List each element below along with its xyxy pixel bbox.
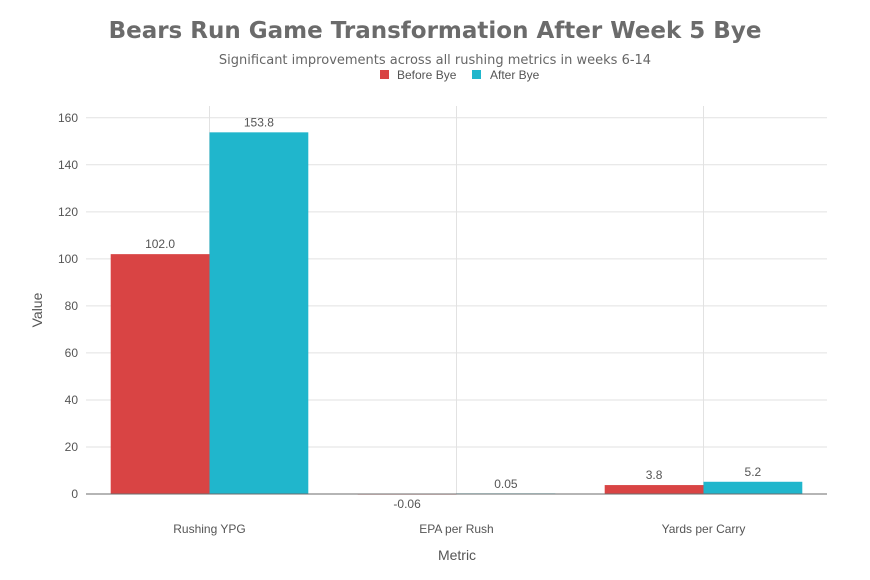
legend-swatch-after-bye	[472, 70, 481, 79]
legend-swatch-before-bye	[380, 70, 389, 79]
bar-before-bye-yards-per-carry	[604, 485, 704, 494]
data-label-after-bye-yards-per-carry: 5.2	[745, 465, 762, 479]
y-tick-label: 0	[71, 487, 78, 501]
data-label-before-bye-epa-per-rush: -0.06	[393, 497, 421, 511]
data-label-after-bye-epa-per-rush: 0.05	[494, 477, 518, 491]
y-tick-label: 40	[65, 393, 79, 407]
y-axis-title: Value	[29, 292, 45, 327]
x-tick-label-epa-per-rush: EPA per Rush	[419, 522, 493, 536]
data-label-before-bye-yards-per-carry: 3.8	[646, 468, 663, 482]
bars	[86, 132, 827, 495]
y-tick-label: 80	[65, 299, 79, 313]
data-label-before-bye-rushing-ypg: 102.0	[145, 237, 175, 251]
x-tick-label-rushing-ypg: Rushing YPG	[173, 522, 246, 536]
y-tick-label: 100	[58, 252, 78, 266]
legend-label-before-bye: Before Bye	[397, 68, 457, 82]
y-tick-label: 140	[58, 158, 78, 172]
chart-title: Bears Run Game Transformation After Week…	[109, 18, 762, 44]
bar-after-bye-yards-per-carry	[703, 481, 803, 494]
x-tick-label-yards-per-carry: Yards per Carry	[662, 522, 746, 536]
y-tick-label: 20	[65, 440, 79, 454]
legend: Before Bye After Bye	[380, 68, 540, 82]
data-labels: 102.0 -0.06 3.8 153.8 0.05 5.2	[145, 115, 761, 511]
y-tick-label: 60	[65, 346, 79, 360]
y-tick-label: 120	[58, 205, 78, 219]
bar-after-bye-rushing-ypg	[209, 132, 309, 494]
data-label-after-bye-rushing-ypg: 153.8	[244, 115, 274, 129]
bar-before-bye-rushing-ypg	[110, 254, 210, 494]
legend-label-after-bye: After Bye	[490, 68, 540, 82]
chart-subtitle: Significant improvements across all rush…	[219, 53, 651, 68]
y-axis-ticks: 0 20 40 60 80 100 120 140 160	[58, 111, 78, 501]
x-axis-ticks: Rushing YPG EPA per Rush Yards per Carry	[173, 522, 745, 536]
y-tick-label: 160	[58, 111, 78, 125]
x-axis-title: Metric	[438, 547, 476, 563]
